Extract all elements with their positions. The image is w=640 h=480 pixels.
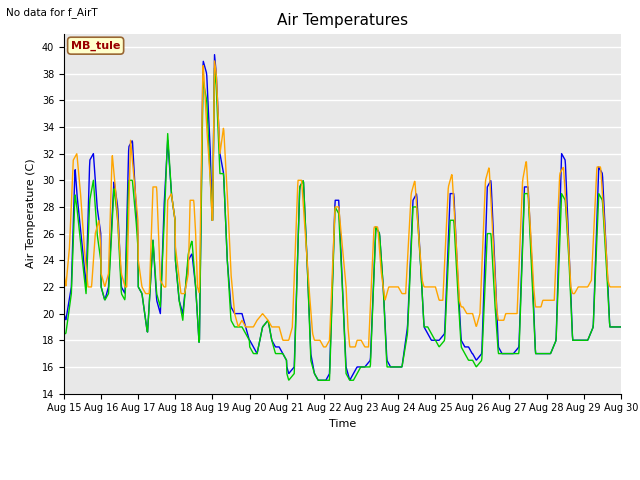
li77_temp bbox=[502, 351, 510, 357]
Line: li75_t: li75_t bbox=[64, 55, 621, 380]
Y-axis label: Air Temperature (C): Air Temperature (C) bbox=[26, 159, 36, 268]
Line: Tsonic: Tsonic bbox=[64, 61, 621, 347]
Text: MB_tule: MB_tule bbox=[71, 40, 120, 51]
li75_t bbox=[502, 351, 510, 357]
Tsonic bbox=[60, 271, 68, 276]
X-axis label: Time: Time bbox=[329, 419, 356, 429]
li77_temp bbox=[211, 65, 218, 71]
li77_temp bbox=[60, 331, 68, 336]
li75_t bbox=[170, 212, 178, 217]
Tsonic bbox=[552, 271, 559, 276]
li77_temp bbox=[552, 339, 559, 345]
Tsonic bbox=[184, 273, 191, 279]
li75_t bbox=[184, 262, 191, 268]
li77_temp bbox=[170, 212, 178, 217]
Tsonic bbox=[246, 324, 254, 330]
li75_t bbox=[617, 324, 625, 330]
Title: Air Temperatures: Air Temperatures bbox=[277, 13, 408, 28]
li75_t bbox=[552, 339, 559, 345]
li75_t bbox=[211, 52, 218, 58]
li77_temp bbox=[314, 377, 322, 383]
li75_t bbox=[60, 311, 68, 316]
Tsonic bbox=[502, 311, 510, 316]
Tsonic bbox=[320, 344, 328, 350]
li75_t bbox=[429, 337, 437, 343]
Tsonic bbox=[211, 58, 218, 64]
li77_temp bbox=[246, 346, 254, 351]
Text: No data for f_AirT: No data for f_AirT bbox=[6, 7, 98, 18]
Tsonic bbox=[617, 284, 625, 290]
Tsonic bbox=[429, 284, 437, 290]
Tsonic bbox=[170, 212, 178, 217]
li75_t bbox=[314, 377, 322, 383]
li77_temp bbox=[429, 335, 437, 340]
li77_temp bbox=[184, 257, 191, 263]
li75_t bbox=[246, 339, 254, 345]
li77_temp bbox=[617, 324, 625, 330]
Line: li77_temp: li77_temp bbox=[64, 68, 621, 380]
